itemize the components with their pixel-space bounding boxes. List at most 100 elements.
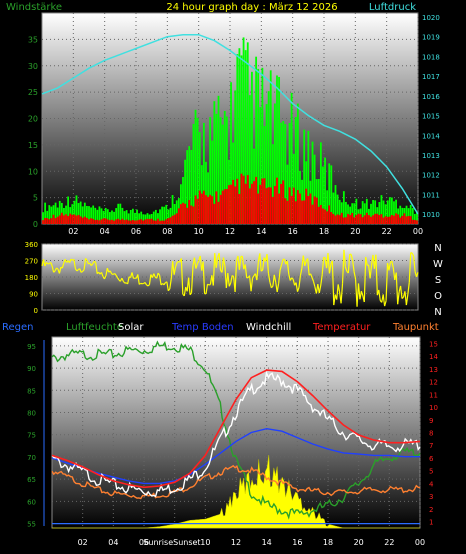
wind-bar [161, 206, 164, 224]
wind-bar [363, 203, 366, 224]
wind-bar [186, 150, 189, 224]
gust-bar [125, 219, 128, 224]
direction-segment [157, 272, 161, 276]
temp-x-tick: 00 [415, 538, 425, 547]
direction-segment [337, 284, 341, 292]
direction-segment [205, 284, 209, 294]
direction-segment [408, 252, 412, 283]
wind-bar [167, 209, 170, 224]
temperature-line [51, 369, 421, 489]
direction-segment [90, 263, 94, 266]
gust-bar [330, 212, 333, 224]
direction-segment [296, 287, 300, 292]
wind-bar [154, 209, 157, 224]
gust-bar [342, 217, 345, 224]
wind-bar [194, 109, 197, 224]
gust-bar [236, 178, 239, 224]
gust-bar [347, 213, 349, 224]
direction-segment [359, 291, 362, 300]
wind-bar [294, 117, 297, 224]
gust-bar [169, 217, 172, 224]
direction-segment [82, 269, 85, 272]
gust-bar [140, 219, 143, 224]
direction-segment [218, 253, 222, 271]
gust-bar [88, 219, 90, 224]
gust-bar [284, 198, 287, 224]
wind-bar [192, 123, 195, 224]
wind-bar [92, 205, 95, 224]
gust-bar [282, 180, 285, 224]
wind-bar [411, 208, 414, 224]
gust-bar [123, 220, 126, 224]
wind-bar [144, 214, 147, 224]
gust-bar [134, 220, 136, 224]
gust-bar [90, 218, 92, 224]
gust-bar [253, 181, 255, 224]
gust-bar [353, 217, 356, 224]
gust-bar [255, 176, 258, 224]
direction-segment [167, 288, 171, 292]
gust-bar [322, 208, 324, 224]
gust-bar [42, 220, 44, 224]
direction-segment [295, 282, 299, 292]
legend-entry: Temperatur [312, 322, 371, 333]
pressure-y-tick: 1020 [422, 14, 440, 22]
direction-segment [413, 256, 416, 272]
gust-bar [388, 216, 391, 224]
legend-entry: Solar [118, 322, 144, 333]
wind-bar [393, 201, 395, 224]
direction-segment [116, 277, 120, 281]
direction-segment [188, 277, 191, 295]
temperature-y-tick: 10 [429, 404, 438, 412]
gust-bar [205, 195, 207, 224]
wind-bar [234, 90, 237, 224]
wind-bar [330, 165, 333, 224]
temp-x-tick: 10 [200, 538, 210, 547]
direction-segment [279, 264, 283, 271]
wind-bar [100, 208, 103, 224]
direction-segment [193, 257, 197, 269]
gust-bar [121, 218, 124, 224]
gust-bar [48, 219, 51, 224]
wind-bar [267, 91, 270, 224]
gust-bar [395, 213, 397, 224]
wind-bar [131, 208, 134, 224]
wind-bar [248, 95, 251, 224]
direction-segment [410, 252, 413, 254]
direction-segment [56, 267, 59, 270]
gust-bar [209, 194, 212, 224]
direction-segment [269, 281, 272, 288]
gust-bar [127, 220, 130, 224]
temp-x-tick: 22 [384, 538, 394, 547]
direction-segment [378, 289, 381, 301]
direction-segment [69, 258, 72, 263]
gust-bar [257, 193, 260, 224]
wind-bar [209, 117, 212, 224]
gust-bar [142, 220, 145, 224]
gust-bar [294, 201, 297, 224]
direction-segment [256, 262, 259, 281]
gust-bar [159, 220, 161, 224]
humidity-y-tick: 85 [27, 387, 36, 395]
direction-segment [385, 263, 389, 301]
dewpoint-line [51, 464, 421, 500]
direction-segment [395, 272, 399, 305]
gust-bar [131, 220, 134, 224]
temperature-y-tick: 5 [429, 468, 433, 476]
gust-bar [65, 214, 67, 224]
gust-bar [46, 218, 49, 224]
gust-bar [405, 216, 408, 224]
wind-bar [225, 116, 228, 224]
gust-bar [399, 217, 402, 224]
direction-y-tick: 270 [25, 258, 38, 266]
direction-segment [405, 294, 409, 306]
gust-bar [136, 220, 138, 224]
direction-segment [231, 274, 234, 277]
gust-bar [186, 207, 189, 224]
gust-bar [75, 215, 78, 224]
gust-bar [163, 220, 166, 224]
direction-segment [262, 257, 265, 271]
direction-segment [276, 283, 280, 293]
